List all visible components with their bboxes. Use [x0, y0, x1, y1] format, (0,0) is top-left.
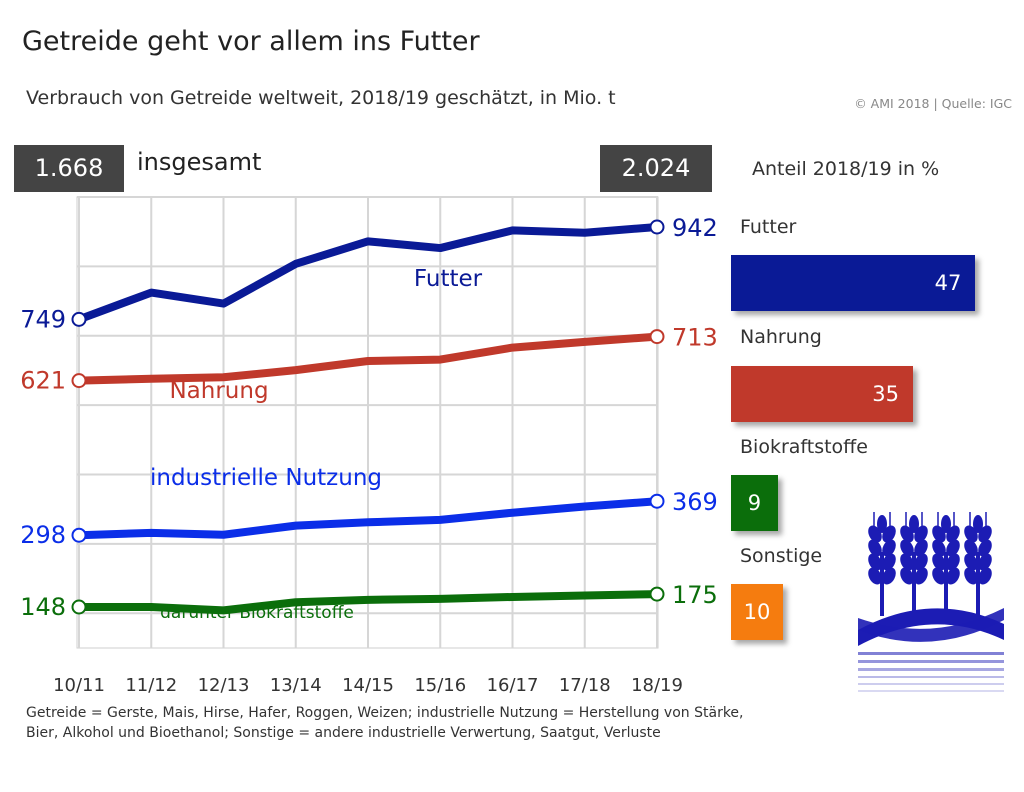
wheat-grain: [978, 539, 992, 557]
share-bar-nahrung: 35: [731, 366, 913, 422]
data-point: [649, 586, 665, 602]
wheat-grain: [964, 567, 978, 585]
wheat-grain: [882, 553, 896, 571]
footnote-line-2: Bier, Alkohol und Bioethanol; Sonstige =…: [26, 725, 661, 741]
end-value-label: 713: [672, 324, 718, 352]
share-bar-futter: 47: [731, 255, 976, 311]
total-label: insgesamt: [137, 148, 262, 176]
source-credit: © AMI 2018 | Quelle: IGC: [854, 96, 1012, 111]
series-name-label: Futter: [414, 266, 483, 292]
wheat-grain: [932, 567, 946, 585]
x-tick-label: 17/18: [559, 675, 611, 696]
x-tick-label: 14/15: [342, 675, 394, 696]
chart-subtitle: Verbrauch von Getreide weltweit, 2018/19…: [26, 87, 616, 109]
end-value-label: 942: [672, 214, 718, 242]
x-tick-label: 15/16: [414, 675, 466, 696]
data-point: [649, 329, 665, 345]
total-last-badge: 2.024: [600, 145, 712, 192]
wheat-grain: [909, 515, 919, 533]
wheat-grain: [914, 567, 928, 585]
data-point: [649, 219, 665, 235]
wheat-stem: [912, 552, 916, 616]
data-point: [71, 599, 87, 615]
wheat-grain: [900, 567, 914, 585]
x-tick-label: 16/17: [487, 675, 539, 696]
share-label-nahrung: Nahrung: [740, 326, 822, 348]
start-value-label: 749: [20, 305, 66, 333]
footnote: Getreide = Gerste, Mais, Hirse, Hafer, R…: [26, 703, 826, 743]
wheat-grain: [978, 553, 992, 571]
wheat-grain: [932, 553, 946, 571]
x-tick-label: 10/11: [53, 675, 105, 696]
series-line-3: [75, 590, 661, 615]
end-value-label: 369: [672, 488, 718, 516]
series-line-1: [75, 332, 661, 385]
wheat-stem: [880, 552, 884, 616]
total-first-badge: 1.668: [14, 145, 124, 192]
wheat-grain: [868, 553, 882, 571]
wheat-grain: [882, 567, 896, 585]
wheat-grain: [964, 539, 978, 557]
series-name-label: industrielle Nutzung: [150, 465, 382, 491]
wheat-grain: [900, 553, 914, 571]
data-point: [71, 311, 87, 327]
wheat-grain: [978, 567, 992, 585]
footnote-line-1: Getreide = Gerste, Mais, Hirse, Hafer, R…: [26, 705, 744, 721]
wheat-grain: [914, 553, 928, 571]
share-title: Anteil 2018/19 in %: [752, 158, 940, 180]
end-value-label: 175: [672, 581, 718, 609]
share-bar-sonstige: 10: [731, 584, 783, 640]
start-value-label: 148: [20, 593, 66, 621]
wheat-grain: [941, 515, 951, 533]
wheat-grain: [932, 539, 946, 557]
share-bar-biokraftstoffe: 9: [731, 475, 778, 531]
share-label-futter: Futter: [740, 216, 797, 238]
wheat-stem: [944, 552, 948, 616]
start-value-label: 298: [20, 521, 66, 549]
wheat-grain: [868, 539, 882, 557]
series-name-label: darunter Biokraftstoffe: [160, 603, 354, 623]
wheat-grain: [900, 539, 914, 557]
wheat-grain: [868, 567, 882, 585]
x-tick-label: 12/13: [198, 675, 250, 696]
wheat-grain: [914, 539, 928, 557]
x-tick-label: 13/14: [270, 675, 322, 696]
series-name-label: Nahrung: [169, 378, 268, 404]
wheat-grain: [882, 539, 896, 557]
share-label-sonstige: Sonstige: [740, 545, 823, 567]
wheat-grain: [877, 515, 887, 533]
wheat-grain: [973, 515, 983, 533]
wheat-stem: [976, 552, 980, 616]
data-point: [71, 373, 87, 389]
series-line-0: [75, 223, 661, 324]
chart-title: Getreide geht vor allem ins Futter: [22, 26, 480, 57]
wheat-grain: [946, 567, 960, 585]
x-tick-label: 11/12: [125, 675, 177, 696]
wheat-icon: [858, 512, 1004, 692]
data-point: [71, 527, 87, 543]
start-value-label: 621: [20, 367, 66, 395]
wheat-grain: [946, 539, 960, 557]
wheat-grain: [946, 553, 960, 571]
share-label-biokraftstoffe: Biokraftstoffe: [740, 436, 868, 458]
series-line-2: [75, 497, 661, 540]
x-tick-label: 18/19: [631, 675, 683, 696]
data-point: [649, 493, 665, 509]
wheat-grain: [964, 553, 978, 571]
